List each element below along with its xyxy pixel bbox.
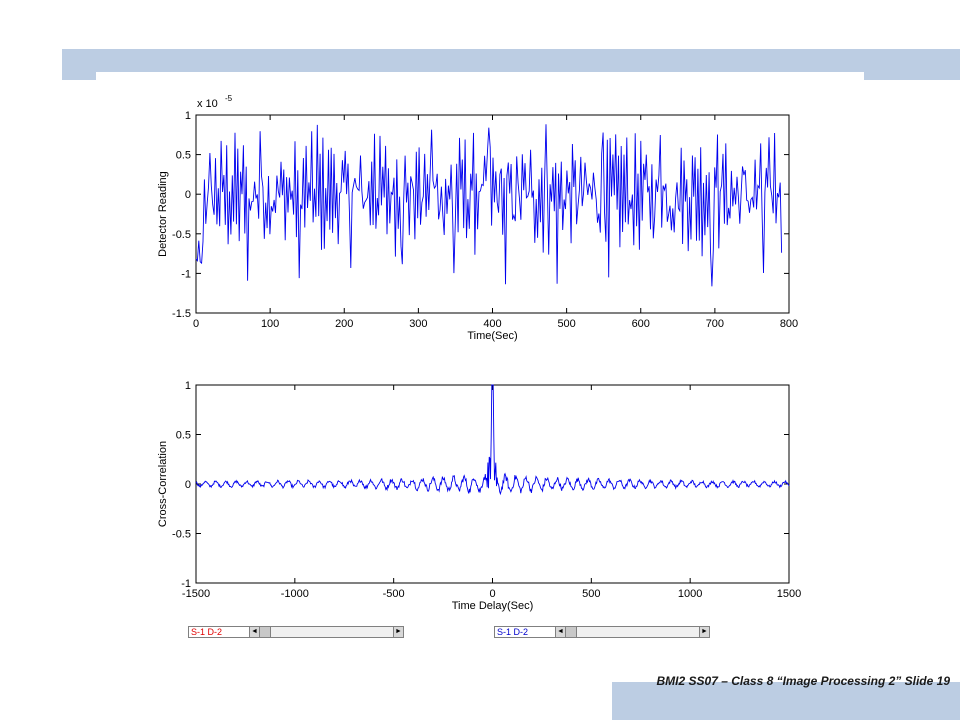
cross-correlation-series-line (195, 384, 790, 496)
x-tick-label: -1500 (182, 588, 210, 600)
x-tick-label: -500 (383, 588, 405, 600)
scroll-right-icon[interactable]: ► (699, 627, 709, 637)
y-axis-label: Cross-Correlation (157, 441, 169, 527)
y-multiplier: x 10 (197, 98, 218, 110)
channel-label: S-1 D-2 (189, 627, 250, 637)
y-tick-label: 0.5 (176, 150, 191, 162)
y-tick-label: 0 (185, 189, 191, 201)
x-tick-label: 200 (335, 318, 353, 330)
y-tick-label: 0 (185, 479, 191, 491)
channel-selector-left[interactable]: S-1 D-2 ◄ ► (188, 626, 404, 638)
footer-bar (612, 682, 960, 720)
scroll-track[interactable] (577, 627, 699, 637)
x-tick-label: 100 (261, 318, 279, 330)
x-tick-label: 1000 (678, 588, 702, 600)
x-tick-label: -1000 (281, 588, 309, 600)
y-tick-label: 0.5 (176, 430, 191, 442)
chart-2: -1500 -1000 -500 0 500 1000 1500 -1 -0.5 0 0.5 1 Tim… (157, 380, 801, 612)
x-axis-label: Time(Sec) (467, 330, 517, 342)
y-tick-label: -0.5 (172, 229, 191, 241)
y-multiplier-exponent: -5 (225, 94, 233, 103)
slide-footer: BMI2 SS07 – Class 8 “Image Processing 2”… (656, 674, 950, 688)
scroll-right-icon[interactable]: ► (393, 627, 403, 637)
scroll-thumb[interactable] (260, 627, 271, 637)
scroll-track[interactable] (271, 627, 393, 637)
y-tick-label: -1.5 (172, 308, 191, 320)
x-tick-label: 1500 (777, 588, 801, 600)
y-axis-label: Detector Reading (157, 171, 169, 257)
scroll-thumb[interactable] (566, 627, 577, 637)
x-tick-label: 800 (780, 318, 798, 330)
scroll-left-icon[interactable]: ◄ (556, 627, 566, 637)
channel-label: S-1 D-2 (495, 627, 556, 637)
x-tick-label: 400 (483, 318, 501, 330)
y-tick-label: -1 (181, 578, 191, 590)
y-tick-label: -0.5 (172, 529, 191, 541)
x-tick-label: 600 (632, 318, 650, 330)
x-tick-label: 0 (193, 318, 199, 330)
x-tick-label: 300 (409, 318, 427, 330)
y-tick-label: 1 (185, 380, 191, 392)
x-tick-label: 0 (489, 588, 495, 600)
detector-series-line (195, 124, 783, 287)
y-tick-label: 1 (185, 110, 191, 122)
chart-1: 0 100 200 300 400 500 600 700 800 -1.5 -1 -0.5 0 0.5 1… (157, 94, 798, 342)
banner-notch (96, 72, 864, 82)
channel-selector-right[interactable]: S-1 D-2 ◄ ► (494, 626, 710, 638)
x-tick-label: 500 (582, 588, 600, 600)
x-axis-label: Time Delay(Sec) (452, 600, 534, 612)
y-tick-label: -1 (181, 268, 191, 280)
x-tick-label: 700 (706, 318, 724, 330)
scroll-left-icon[interactable]: ◄ (250, 627, 260, 637)
x-tick-label: 500 (557, 318, 575, 330)
